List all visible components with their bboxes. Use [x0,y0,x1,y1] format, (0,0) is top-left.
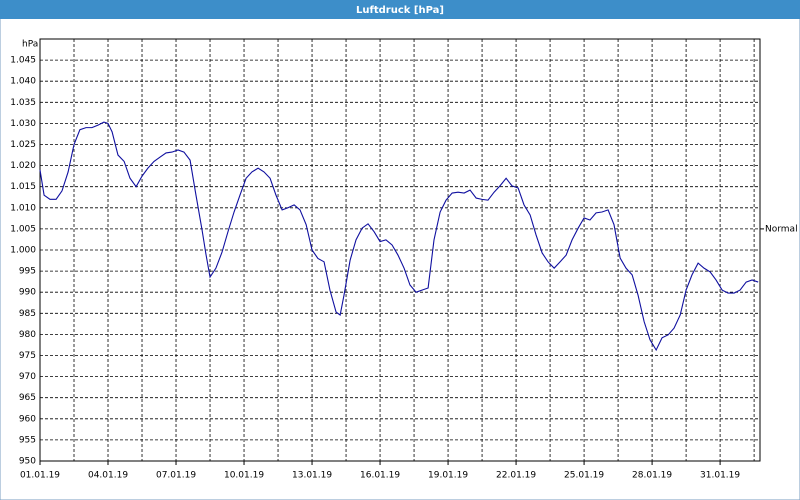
x-tick-label: 22.01.19 [496,471,536,481]
y-tick-label: 1.000 [10,246,36,256]
y-tick-label: 950 [19,457,36,467]
line-series [39,121,759,352]
y-tick-label: 975 [19,351,36,361]
y-tick-label: 1.040 [10,77,36,87]
y-tick-label: 995 [19,267,36,277]
x-tick-label: 19.01.19 [428,471,468,481]
y-tick-label: 985 [19,309,36,319]
y-tick-label: 1.035 [10,98,36,108]
x-tick-label: 16.01.19 [360,471,400,481]
y-tick-label: 1.025 [10,140,36,150]
x-tick-label: 10.01.19 [224,471,264,481]
y-tick-label: 1.030 [10,119,36,129]
y-tick-label: 1.010 [10,203,36,213]
title-bar [0,0,800,19]
y-tick-label: 1.005 [10,224,36,234]
window-title: Luftdruck [hPa] [356,5,444,16]
y-tick-label: 990 [19,288,36,298]
y-tick-label: 970 [19,372,36,382]
x-tick-label: 07.01.19 [156,471,196,481]
x-tick-label: 28.01.19 [632,471,672,481]
x-tick-label: 31.01.19 [700,471,740,481]
x-tick-label: 13.01.19 [292,471,332,481]
y-tick-label: 1.045 [10,56,36,66]
y-tick-label: 955 [19,435,36,445]
y-tick-label: 1.020 [10,161,36,171]
y-tick-label: 965 [19,393,36,403]
x-tick-label: 25.01.19 [564,471,604,481]
x-tick-label: 04.01.19 [88,471,128,481]
x-tick-label: 01.01.19 [20,471,60,481]
y-tick-label: 1.015 [10,182,36,192]
y-tick-label: 980 [19,330,36,340]
y-unit: hPa [22,40,38,50]
annotation: Normal [765,224,798,234]
y-tick-label: 960 [19,414,36,424]
plot-border [39,38,761,462]
